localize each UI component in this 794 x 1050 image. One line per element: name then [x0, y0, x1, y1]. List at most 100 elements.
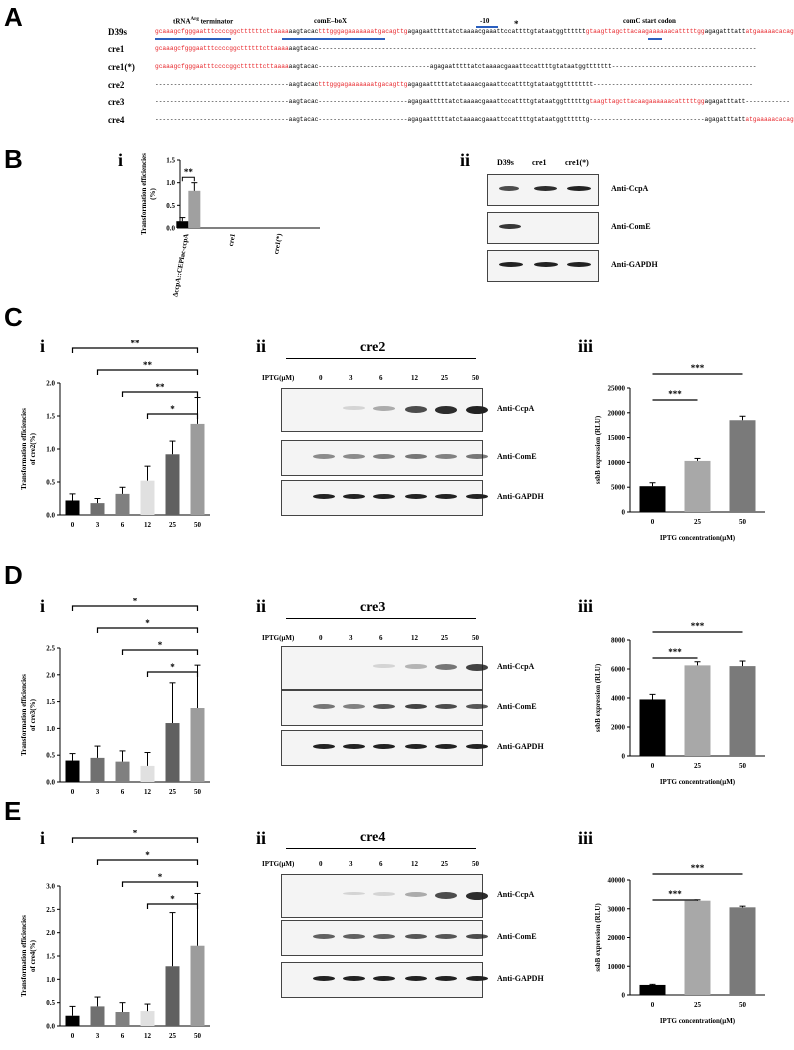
blot-band — [313, 494, 335, 499]
x-tick-label: 50 — [194, 521, 202, 529]
seq-segment: tttgggagaaaaaaatgacagttg — [318, 28, 408, 35]
chart-c-i: 0.0 0.5 1.0 1.5 2.0 Transformation efficienci… — [20, 340, 210, 529]
seq-segment: ------------------------------------aagt… — [155, 81, 319, 88]
lane-label: cre1 — [532, 158, 547, 167]
x-tick-label: 25 — [694, 762, 702, 770]
blot-band — [373, 892, 395, 896]
blot-band — [373, 494, 395, 499]
blot-title: cre2 — [360, 340, 386, 355]
blot-band — [435, 744, 457, 749]
y-tick-label: 5000 — [611, 484, 626, 492]
blot-antibody-label: Anti-ComE — [497, 452, 537, 461]
seq-segment: gcaaagcfgggaatttccccggcttttttcttaaaa — [155, 45, 289, 52]
comc-annotation: comC start codon — [623, 17, 676, 25]
y-tick-label: 2.0 — [46, 671, 55, 679]
seq-label: cre4 — [108, 115, 125, 125]
bar — [176, 221, 189, 228]
bar — [90, 757, 105, 782]
bar — [165, 966, 180, 1026]
chart-c-iii: 0 5000 10000 15000 20000 25000 ssbB expression… — [594, 363, 765, 542]
y-axis-label: Transformation efficienciesof cre3(%) — [20, 674, 37, 756]
seq-segment: gtaagttagcttacaagaaaaaacatttttgg — [585, 28, 705, 35]
blot-band — [343, 454, 365, 459]
bar — [188, 190, 201, 228]
blot-band — [405, 976, 427, 981]
chart-d-i: 0.0 0.5 1.0 1.5 2.0 2.5 Transformation efficie… — [20, 598, 210, 796]
x-tick-label: 50 — [739, 762, 747, 770]
y-tick-label: 25000 — [608, 385, 626, 393]
seq-row: gcaaagcfgggaatttccccggcttttttcttaaaaaagt… — [155, 28, 794, 36]
significance-label: ** — [131, 340, 141, 348]
lane-label: 25 — [441, 634, 448, 642]
blot-band — [466, 892, 488, 900]
blot-band — [405, 454, 427, 459]
x-tick-label: 6 — [121, 788, 125, 796]
seq-segment: atgaaaaacacag — [745, 116, 794, 123]
seq-row: gcaaagcfgggaatttccccggcttttttcttaaaaaagt… — [155, 45, 757, 53]
y-axis-label: Transformation efficienciesof cre2(%) — [20, 408, 37, 490]
blot-band — [313, 934, 335, 939]
y-tick-label: 2.5 — [46, 645, 55, 653]
chart-e-i: 0.0 0.5 1.0 1.5 2.0 2.5 3.0 Transformation effi… — [20, 830, 210, 1040]
lane-label: 25 — [441, 860, 448, 868]
minus10-annotation: -10 — [480, 17, 490, 25]
blot-antibody-label: Anti-GAPDH — [497, 742, 544, 751]
lane-label: 6 — [379, 374, 383, 382]
sub-c-iii: iii — [578, 336, 594, 356]
y-tick-label: 8000 — [611, 637, 626, 645]
panel-letter-d: D — [4, 560, 23, 590]
y-tick-label: 1.5 — [166, 157, 175, 165]
blot-band — [435, 494, 457, 499]
bar — [729, 420, 756, 512]
chart-b-i: 0.0 0.5 1.0 1.5 Transformation efficiencies(… — [140, 153, 320, 298]
lane-label: 0 — [319, 634, 323, 642]
seq-segment: agagatttatt — [704, 28, 746, 35]
significance-bracket — [146, 413, 199, 419]
x-tick-label: 0 — [651, 518, 655, 526]
sub-c-i: i — [40, 336, 46, 356]
seq-label: D39s — [108, 27, 128, 37]
y-axis-label: ssbB expression (RLU) — [594, 415, 602, 484]
blot-band — [499, 186, 519, 191]
bar — [140, 1011, 155, 1026]
blot-band — [466, 664, 488, 672]
y-tick-label: 0 — [622, 509, 626, 517]
seq-label: cre2 — [108, 80, 125, 90]
bar — [115, 493, 130, 515]
blot-band — [435, 664, 457, 670]
x-tick-label: 50 — [739, 518, 747, 526]
blot-band — [435, 704, 457, 709]
blot-band — [313, 704, 335, 709]
significance-bracket — [146, 903, 199, 909]
bar — [115, 761, 130, 782]
bar — [190, 423, 205, 515]
seq-label: cre1(*) — [108, 62, 135, 72]
blot-band — [466, 744, 488, 749]
lane-label: 3 — [349, 374, 353, 382]
x-tick-label: 0 — [651, 762, 655, 770]
y-axis-label: ssbB expression (RLU) — [594, 663, 602, 732]
lane-label: 0 — [319, 860, 323, 868]
y-tick-label: 10000 — [608, 963, 626, 971]
blot-band — [567, 186, 591, 191]
seq-segment: agagaatttttatctaaaacgaaattccattttgtataat… — [407, 81, 753, 88]
y-tick-label: 2.0 — [46, 380, 55, 388]
significance-bracket — [96, 859, 199, 865]
x-tick-label: 25 — [169, 521, 177, 529]
lane-label: cre1(*) — [565, 158, 589, 167]
y-tick-label: 4000 — [611, 695, 626, 703]
y-axis-label: ssbB expression (RLU) — [594, 903, 602, 972]
terminator-underline — [155, 38, 231, 40]
sub-e-i: i — [40, 828, 46, 848]
lane-label: 50 — [472, 860, 479, 868]
blot-antibody-label: Anti-CcpA — [611, 184, 649, 193]
x-tick-label: 3 — [96, 788, 100, 796]
y-tick-label: 1.0 — [46, 976, 55, 984]
significance-label: ** — [184, 167, 194, 177]
lane-label: 6 — [379, 634, 383, 642]
significance-label: ** — [143, 360, 153, 370]
star-annotation: * — [514, 19, 519, 29]
y-tick-label: 1.5 — [46, 953, 55, 961]
y-label-line: Transformation efficiencies — [20, 674, 28, 756]
y-label-line: Transformation efficiencies — [20, 408, 28, 490]
